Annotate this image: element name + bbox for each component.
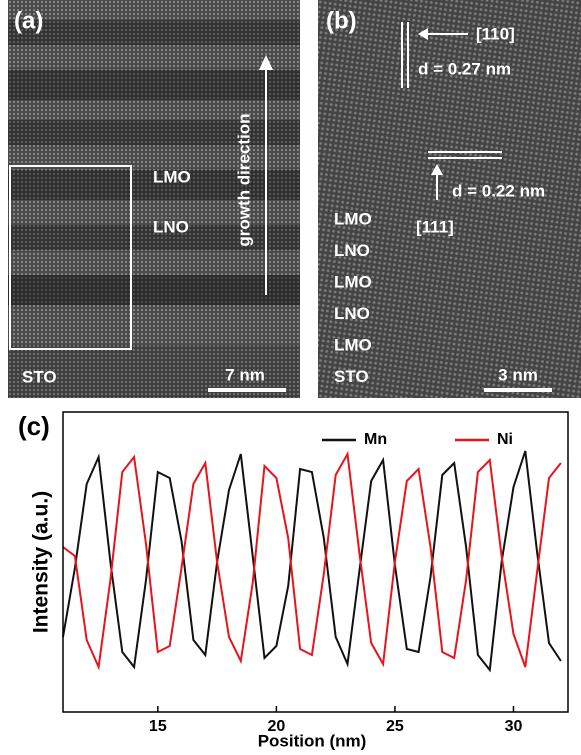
chart: (c) Position (nm) Intensity (a.u.) 15 20 2…	[18, 411, 569, 750]
scale-bar-label: 7 nm	[225, 365, 265, 384]
panel-label: (a)	[14, 7, 43, 34]
spacing-label: d = 0.27 nm	[418, 59, 511, 78]
scale-bar-label: 3 nm	[498, 365, 538, 384]
layer-label: LNO	[334, 304, 370, 323]
tem-image	[318, 0, 581, 398]
data-line	[62, 450, 562, 671]
x-tick-label: 15	[149, 718, 167, 735]
plot-frame	[62, 411, 569, 713]
x-axis-label: Position (nm)	[258, 731, 367, 750]
direction-label: [110]	[476, 24, 515, 43]
layer-label: STO	[334, 367, 369, 386]
layer-label: LNO	[153, 217, 189, 236]
bands	[8, 20, 300, 398]
layer-label: LMO	[334, 209, 372, 228]
direction-label: [111]	[416, 217, 454, 236]
panel-a: (a) LMO LNO growth direction STO 7 nm	[8, 0, 300, 398]
panel-b: (b) [110] d = 0.27 nm d = 0.22 nm [111] …	[318, 0, 581, 398]
panel-label: (c)	[18, 411, 50, 441]
layer-label: LMO	[334, 335, 372, 354]
panel-label: (b)	[326, 7, 357, 34]
spacing-label: d = 0.22 nm	[452, 181, 545, 200]
legend-label: Ni	[497, 431, 513, 448]
tem-image	[8, 0, 300, 398]
x-tick-label: 25	[386, 718, 404, 735]
substrate-label: STO	[22, 367, 57, 386]
x-tick-label: 20	[267, 718, 285, 735]
data-line	[62, 450, 562, 673]
roi-box	[9, 165, 132, 350]
legend-label: Mn	[364, 431, 387, 448]
layer-label: LMO	[334, 272, 372, 291]
layer-labels: LMO LNO LMO LNO LMO STO	[334, 209, 372, 386]
y-axis-label: Intensity (a.u.)	[30, 491, 53, 633]
x-tick-label: 30	[505, 718, 523, 735]
layer-label: LMO	[153, 167, 191, 186]
arrow-label: growth direction	[234, 113, 253, 246]
layer-label: LNO	[334, 241, 370, 260]
arrow-head	[259, 55, 273, 70]
